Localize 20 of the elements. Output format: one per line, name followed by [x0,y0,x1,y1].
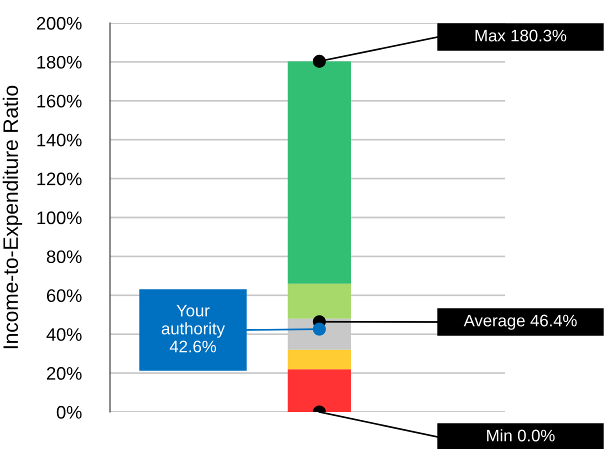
y-tick-label: 180% [37,56,82,69]
y-tick-label: 20% [46,367,82,380]
y-tick-label: 160% [37,94,82,108]
y-tick-label: 120% [37,172,82,186]
bar [288,369,351,412]
bar [288,284,351,319]
annotation: Average 46.4% [464,314,577,330]
y-axis-title: Income-to-Expenditure Ratio [2,86,22,348]
y-tick-label: 100% [37,211,82,224]
bar [288,350,351,370]
y-tick-label: 60% [47,289,82,302]
text: Min 0.0% [487,429,555,442]
y-tick-label: 0% [56,406,82,419]
annotation: Max 180.3% [476,30,566,42]
bar [288,61,351,284]
y-tick-label: 40% [46,328,82,341]
annotation: Your authority 42.6% [162,304,225,352]
y-tick-label: 140% [37,134,82,146]
y-tick-label: 200% [36,16,82,30]
y-tick-label: 80% [46,250,82,264]
